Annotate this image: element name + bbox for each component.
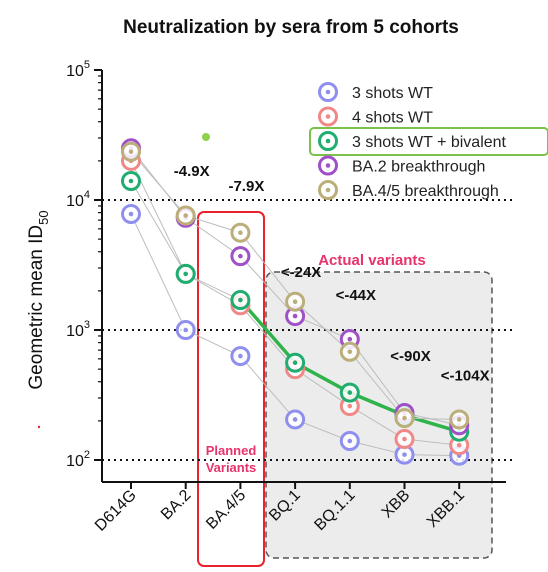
data-point <box>230 346 251 367</box>
fold-change-label: -4.9X <box>174 163 210 180</box>
fold-change-label: -7.9X <box>228 178 264 195</box>
decorative-dot <box>202 133 210 141</box>
data-point <box>449 409 470 430</box>
data-point <box>175 320 196 340</box>
planned-variants-label-2: Variants <box>206 460 257 475</box>
data-point <box>121 204 141 225</box>
legend-label: 3 shots WT <box>352 85 433 102</box>
gridlines <box>102 199 512 461</box>
data-point <box>230 290 251 311</box>
y-ticks: 102 103 104 105 <box>66 59 102 470</box>
data-point <box>230 222 251 243</box>
x-tick-label: BA.4/5 <box>203 487 249 533</box>
axes <box>101 70 506 483</box>
y-tick-label: 103 <box>66 319 90 340</box>
data-point <box>121 171 141 192</box>
fold-change-label: <-104X <box>441 367 490 384</box>
planned-variants-box <box>197 211 265 567</box>
legend-item: 3 shots WT <box>318 82 433 102</box>
legend-label: BA.4/5 breakthrough <box>352 183 499 200</box>
y-tick-label: 102 <box>66 449 90 470</box>
data-point <box>339 341 360 362</box>
y-tick-label: 104 <box>66 189 90 210</box>
legend-item: 4 shots WT <box>318 106 433 127</box>
data-point <box>285 291 306 312</box>
planned-variants-label-1: Planned <box>206 443 257 458</box>
data-point <box>394 408 415 429</box>
legend-item: BA.4/5 breakthrough <box>318 180 499 200</box>
legend-label: BA.2 breakthrough <box>352 159 485 176</box>
legend: 3 shots WT 4 shots WT 3 shots WT + bivalen… <box>309 82 548 200</box>
actual-variants-region <box>265 271 493 559</box>
data-point <box>175 205 196 226</box>
y-axis-label: Geometric mean ID50 <box>26 210 51 389</box>
x-tick-label: BA.2 <box>158 487 195 524</box>
fold-change-label: <-44X <box>336 287 376 304</box>
data-point <box>339 382 360 403</box>
data-point <box>394 429 415 450</box>
data-points <box>121 138 470 466</box>
data-point <box>175 263 196 284</box>
legend-item: BA.2 breakthrough <box>318 155 485 176</box>
data-point <box>230 246 251 267</box>
actual-variants-label: Actual variants <box>318 252 426 269</box>
legend-label: 3 shots WT + bivalent <box>352 134 507 151</box>
data-point <box>121 141 141 162</box>
legend-label: 4 shots WT <box>352 110 433 127</box>
chart-title: Neutralization by sera from 5 cohorts <box>123 17 459 38</box>
decorative-dot-red <box>37 425 41 429</box>
fold-change-label: <-24X <box>281 264 321 281</box>
x-tick-label: D614G <box>92 487 140 535</box>
legend-item: 3 shots WT + bivalent <box>309 127 548 156</box>
fold-labels: -4.9X -7.9X <-24X <-44X <-90X <-104X <box>174 163 490 384</box>
data-point <box>339 431 360 452</box>
legend-highlight-box <box>309 127 548 156</box>
data-point <box>285 352 306 373</box>
fold-change-label: <-90X <box>390 348 430 365</box>
y-tick-label: 105 <box>66 59 90 80</box>
data-point <box>285 409 306 430</box>
